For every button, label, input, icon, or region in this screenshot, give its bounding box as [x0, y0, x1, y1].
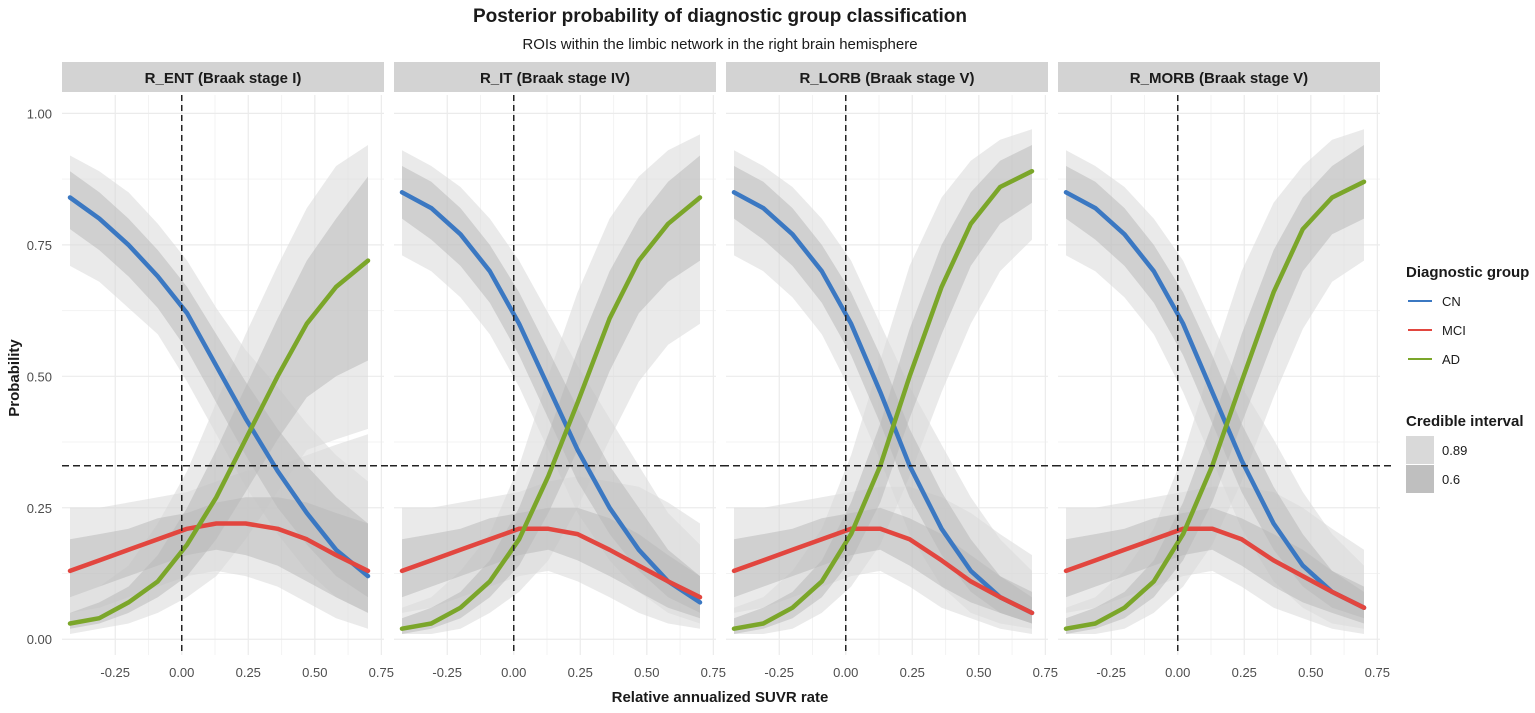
- ci60-band-mci: [1066, 507, 1364, 624]
- legend-interval-keys: 0.89 0.6: [1406, 436, 1467, 493]
- ci60-band-mci: [734, 507, 1032, 624]
- x-tick-label: 0.25: [568, 665, 593, 680]
- series-line-cn: [399, 190, 703, 605]
- y-tick-label: 0.00: [27, 632, 52, 647]
- facet-strip: [394, 62, 716, 92]
- legend-label-mci: MCI: [1442, 323, 1466, 338]
- x-tick-label: -0.25: [432, 665, 462, 680]
- legend-interval-title: Credible interval: [1406, 413, 1524, 430]
- series-line-mci: [67, 521, 371, 574]
- legend-label-ad: AD: [1442, 352, 1460, 367]
- x-tick-label: 0.00: [501, 665, 526, 680]
- x-tick-label: 0.50: [1298, 665, 1323, 680]
- x-tick-label: 0.75: [1033, 665, 1058, 680]
- legend-label-cn: CN: [1442, 294, 1461, 309]
- legend-label-ci-0-6: 0.6: [1442, 472, 1460, 487]
- x-tick-label: 0.25: [900, 665, 925, 680]
- x-tick-label: 0.00: [833, 665, 858, 680]
- x-tick-label: 0.00: [169, 665, 194, 680]
- x-tick-label: 0.75: [1365, 665, 1390, 680]
- chart-title: Posterior probability of diagnostic grou…: [473, 6, 967, 27]
- chart-subtitle: ROIs within the limbic network in the ri…: [522, 36, 917, 53]
- facet-panel: R_ENT (Braak stage I) -0.25 0.00 0.25 0.50 0.…: [27, 62, 394, 680]
- legend-label-ci-0-89: 0.89: [1442, 443, 1467, 458]
- x-tick-label: -0.25: [764, 665, 794, 680]
- facet-strip-label: R_ENT (Braak stage I): [145, 70, 302, 87]
- series-line-mci: [731, 526, 1035, 616]
- ci60-band-mci: [70, 497, 368, 613]
- legend-key-ci-0-6: [1406, 465, 1434, 493]
- x-tick-label: 0.50: [634, 665, 659, 680]
- x-tick-label: -0.25: [1096, 665, 1126, 680]
- legend-group-title: Diagnostic group: [1406, 264, 1529, 281]
- y-tick-label: 0.75: [27, 238, 52, 253]
- series-line-cn: [67, 195, 371, 579]
- x-tick-label: -0.25: [100, 665, 130, 680]
- y-tick-label: 0.50: [27, 369, 52, 384]
- facet-panel: R_MORB (Braak stage V) -0.25 0.00 0.25 0.50 0…: [1054, 62, 1394, 680]
- legend-key-ci-0-89: [1406, 436, 1434, 464]
- ci60-band-ad: [70, 176, 368, 629]
- x-tick-label: 0.00: [1165, 665, 1190, 680]
- legend: Diagnostic group CN MCI AD Credible interv…: [1406, 264, 1529, 493]
- facet-panels: R_ENT (Braak stage I) -0.25 0.00 0.25 0.50 0.…: [27, 62, 1394, 680]
- facet-strip: [62, 62, 384, 92]
- facet-strip: [726, 62, 1048, 92]
- y-axis-title: Probability: [6, 339, 23, 417]
- y-tick-label: 1.00: [27, 106, 52, 121]
- ci60-band-ad: [734, 145, 1032, 634]
- series-line-cn: [731, 190, 1035, 616]
- ci60-band-cn: [1066, 166, 1364, 619]
- ci60-band-mci: [402, 507, 700, 619]
- ci60-band-ad: [1066, 145, 1364, 634]
- facet-strip: [1058, 62, 1380, 92]
- facet-strip-label: R_LORB (Braak stage V): [799, 70, 974, 87]
- x-tick-label: 0.25: [236, 665, 261, 680]
- x-tick-label: 0.25: [1232, 665, 1257, 680]
- series-line-ad: [67, 258, 371, 626]
- x-tick-label: 0.75: [369, 665, 394, 680]
- series-line-cn: [1063, 190, 1367, 610]
- series-line-mci: [399, 526, 703, 600]
- facet-panel: R_IT (Braak stage IV) -0.25 0.00 0.25 0.50 0.…: [390, 62, 726, 680]
- legend-group-keys: CN MCI AD: [1408, 294, 1466, 367]
- facet-panel: R_LORB (Braak stage V) -0.25 0.00 0.25 0.50 0…: [722, 62, 1058, 680]
- facet-strip-label: R_MORB (Braak stage V): [1130, 70, 1308, 87]
- series-line-ad: [399, 195, 703, 631]
- ci89-band-ad: [70, 145, 368, 634]
- x-tick-label: 0.50: [966, 665, 991, 680]
- series-line-mci: [1063, 526, 1367, 610]
- facet-strip-label: R_IT (Braak stage IV): [480, 70, 630, 87]
- ci60-band-ad: [402, 155, 700, 634]
- y-tick-label: 0.25: [27, 501, 52, 516]
- x-axis-title: Relative annualized SUVR rate: [612, 689, 829, 706]
- x-tick-label: 0.75: [701, 665, 726, 680]
- x-tick-label: 0.50: [302, 665, 327, 680]
